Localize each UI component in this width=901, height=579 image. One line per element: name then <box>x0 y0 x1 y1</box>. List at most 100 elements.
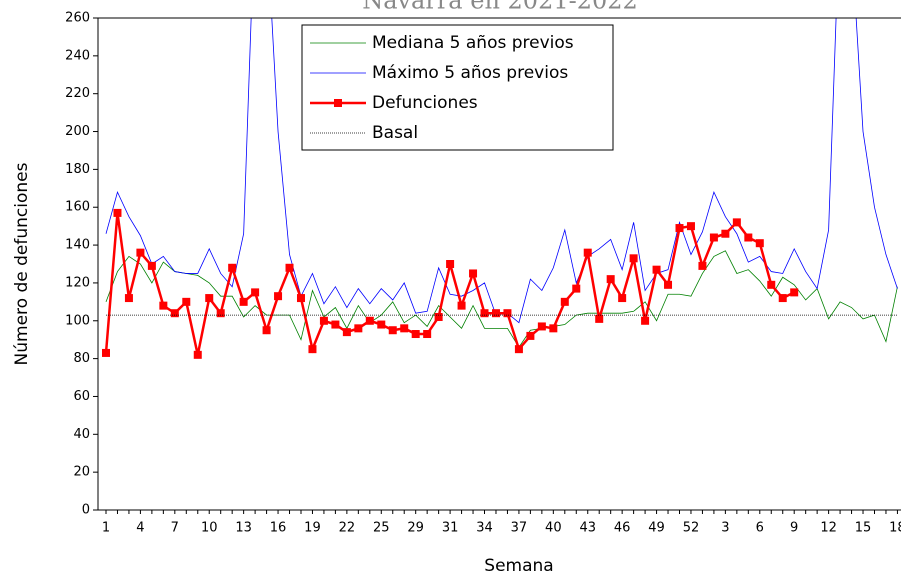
legend-label: Mediana 5 años previos <box>372 33 574 53</box>
data-point <box>377 320 386 329</box>
data-point <box>216 309 225 318</box>
x-tick-label: 31 <box>442 521 459 536</box>
legend-label: Defunciones <box>372 93 478 113</box>
data-point <box>296 294 305 303</box>
x-tick-label: 25 <box>373 521 390 536</box>
legend-box <box>301 24 614 151</box>
x-tick-label: 19 <box>304 521 321 536</box>
x-tick-label: 3 <box>721 521 729 536</box>
data-point <box>170 309 179 318</box>
data-point <box>274 292 283 301</box>
x-tick-label: 18 <box>889 521 901 536</box>
data-point <box>469 269 478 278</box>
data-point <box>664 280 673 289</box>
data-point <box>193 350 202 359</box>
data-point <box>583 248 592 257</box>
legend-label: Máximo 5 años previos <box>372 63 568 83</box>
legend-label: Basal <box>372 123 418 143</box>
x-tick-label: 10 <box>201 521 218 536</box>
data-point <box>285 263 294 272</box>
y-tick-label: 120 <box>65 275 90 290</box>
data-point <box>388 326 397 335</box>
data-point <box>319 316 328 325</box>
data-point <box>205 294 214 303</box>
data-point <box>480 309 489 318</box>
legend: Mediana 5 años previos Máximo 5 años prev… <box>301 24 614 151</box>
data-point <box>159 301 168 310</box>
x-tick-label: 37 <box>511 521 528 536</box>
data-point <box>365 316 374 325</box>
data-point <box>434 312 443 321</box>
data-point <box>721 229 730 238</box>
data-point <box>618 294 627 303</box>
data-point <box>182 297 191 306</box>
data-point <box>790 288 799 297</box>
y-tick-label: 200 <box>65 124 90 139</box>
x-axis-label: Semana <box>484 556 553 576</box>
data-point <box>641 316 650 325</box>
data-point <box>136 248 145 257</box>
y-tick-label: 240 <box>65 48 90 63</box>
data-point <box>526 331 535 340</box>
y-tick-label: 20 <box>73 465 90 480</box>
x-tick-label: 1 <box>102 521 110 536</box>
x-tick-label: 22 <box>339 521 356 536</box>
x-tick-label: 34 <box>476 521 493 536</box>
data-point <box>423 330 432 339</box>
data-point <box>239 297 248 306</box>
data-point <box>652 265 661 274</box>
x-tick-label: 29 <box>407 521 424 536</box>
data-point <box>732 218 741 227</box>
data-point <box>503 309 512 318</box>
data-point <box>698 261 707 270</box>
series-line <box>104 212 795 356</box>
data-point <box>744 233 753 242</box>
x-tick-label: 49 <box>648 521 665 536</box>
data-point <box>514 345 523 354</box>
data-point <box>560 297 569 306</box>
x-tick-label: 46 <box>614 521 631 536</box>
x-tick-label: 52 <box>683 521 700 536</box>
data-point <box>308 345 317 354</box>
data-point <box>491 309 500 318</box>
data-point <box>709 233 718 242</box>
chart-title: Navarra en 2021-2022 <box>362 0 638 15</box>
plot-area <box>102 18 898 359</box>
y-tick-label: 40 <box>73 427 90 442</box>
data-point <box>354 324 363 333</box>
data-point <box>767 280 776 289</box>
y-tick-label: 220 <box>65 86 90 101</box>
data-point <box>595 314 604 323</box>
y-tick-label: 100 <box>65 313 90 328</box>
data-point <box>262 326 271 335</box>
y-tick-label: 260 <box>65 11 90 26</box>
data-point <box>113 208 122 217</box>
series-line <box>105 250 898 349</box>
y-axis-label: Número de defunciones <box>12 162 32 365</box>
data-point <box>124 294 133 303</box>
data-point <box>675 224 684 233</box>
data-point <box>755 239 764 248</box>
x-tick-label: 7 <box>171 521 179 536</box>
data-point <box>457 301 466 310</box>
x-tick-label: 12 <box>820 521 837 536</box>
data-point <box>537 322 546 331</box>
data-point <box>251 288 260 297</box>
data-point <box>629 254 638 263</box>
y-tick-label: 60 <box>73 389 90 404</box>
data-point <box>686 222 695 231</box>
data-point <box>549 324 558 333</box>
data-point <box>102 348 110 357</box>
data-point <box>572 284 581 293</box>
data-point <box>411 330 420 339</box>
y-tick-label: 80 <box>73 351 90 366</box>
data-point <box>331 320 340 329</box>
data-point <box>778 294 787 303</box>
x-tick-label: 6 <box>756 521 764 536</box>
y-tick-label: 140 <box>65 238 90 253</box>
data-point <box>228 263 237 272</box>
y-tick-label: 160 <box>65 200 90 215</box>
data-point <box>400 324 409 333</box>
data-point <box>147 261 156 270</box>
